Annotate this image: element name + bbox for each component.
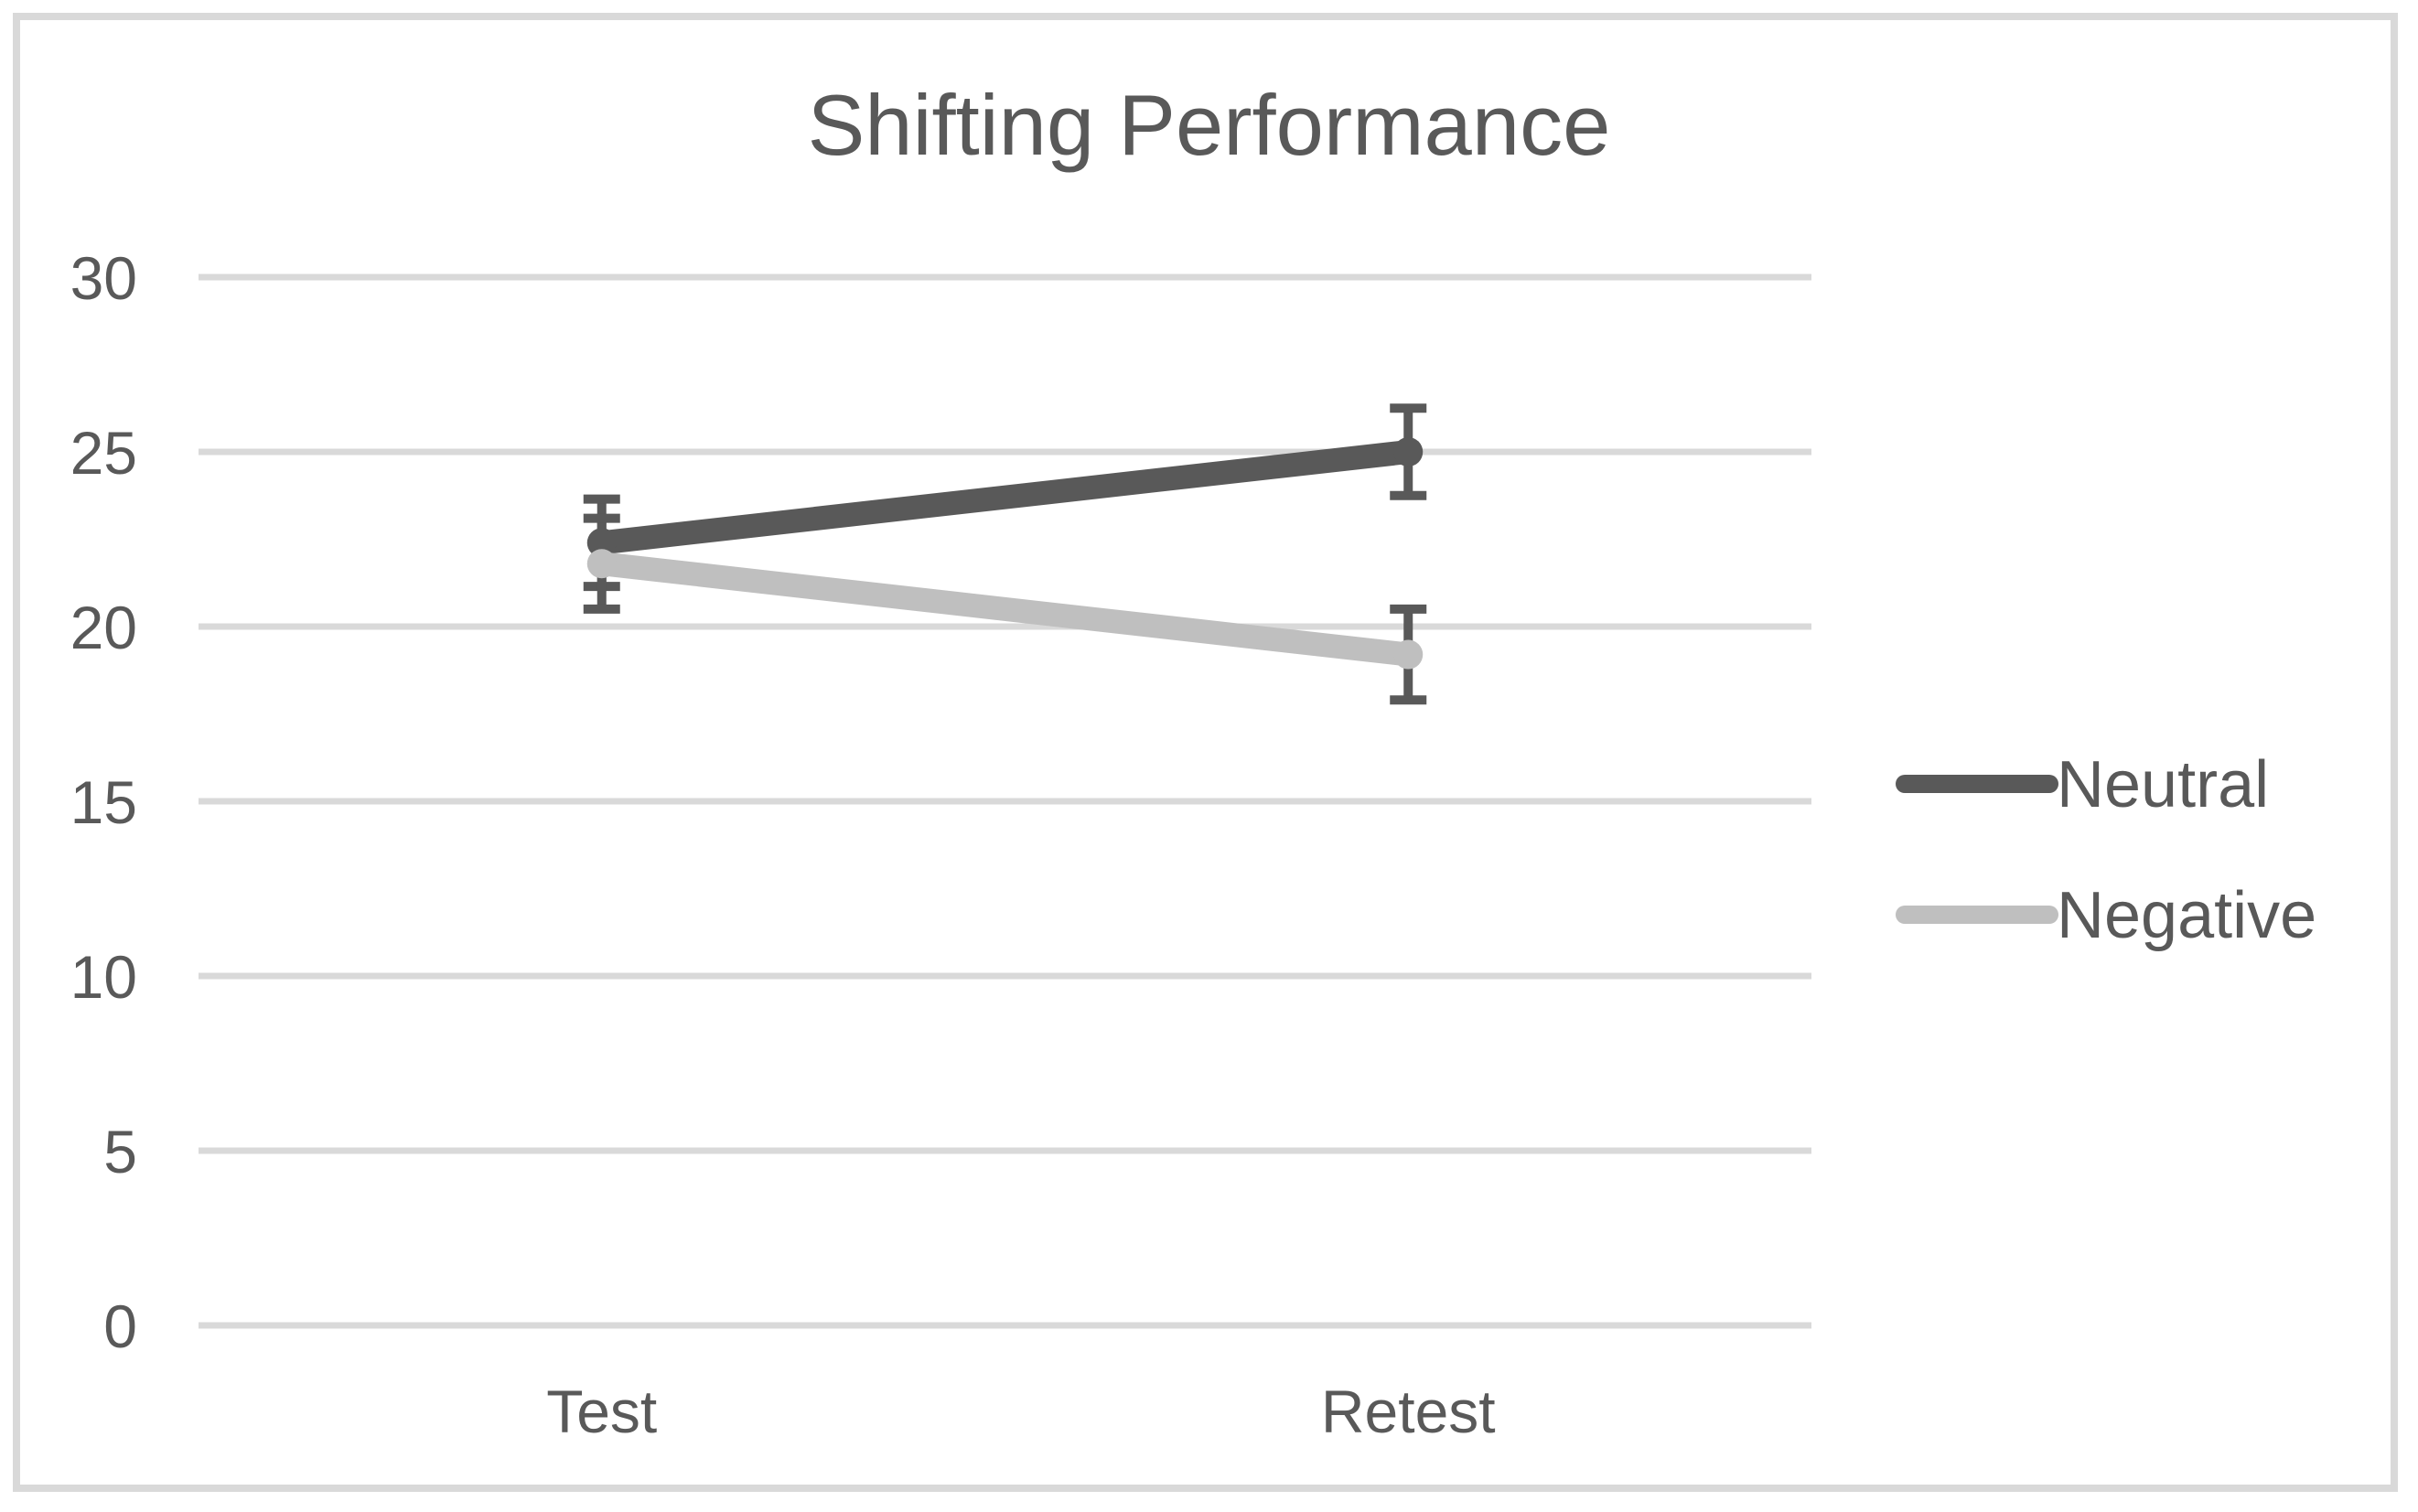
data-point-marker-negative: [586, 549, 617, 579]
data-point-marker-negative: [1393, 639, 1424, 670]
data-point-marker-neutral: [586, 528, 617, 558]
y-axis-tick-label: 5: [103, 1118, 137, 1185]
y-axis-tick-label: 30: [70, 244, 137, 312]
y-axis-tick-label: 0: [103, 1292, 137, 1360]
series-line-negative: [589, 552, 1421, 667]
y-axis-tick-label: 10: [70, 943, 137, 1011]
y-axis-tick-label: 20: [70, 594, 137, 661]
data-point-marker-neutral: [1393, 437, 1424, 466]
x-axis-category-label: Test: [546, 1378, 657, 1445]
series-line-neutral: [589, 440, 1421, 555]
y-axis-tick-label: 15: [70, 768, 137, 836]
legend-label-neutral: Neutral: [2057, 748, 2269, 821]
y-axis-tick-label: 25: [70, 419, 137, 487]
chart-title: Shifting Performance: [807, 77, 1611, 173]
x-axis-category-label: Retest: [1321, 1378, 1496, 1445]
legend-label-negative: Negative: [2057, 879, 2316, 952]
